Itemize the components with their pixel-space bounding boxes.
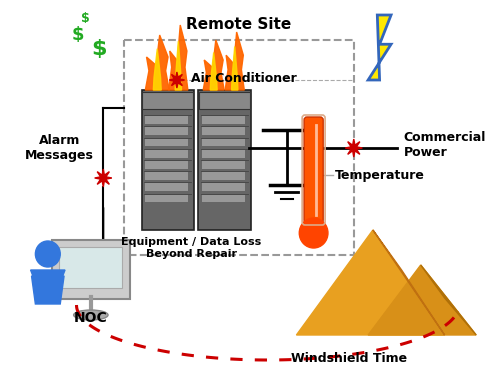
Text: Commercial
Power: Commercial Power [404, 131, 486, 159]
FancyBboxPatch shape [202, 127, 245, 135]
Circle shape [36, 241, 60, 267]
Polygon shape [169, 72, 184, 88]
Polygon shape [345, 139, 362, 157]
FancyBboxPatch shape [146, 139, 188, 146]
Polygon shape [32, 276, 64, 304]
Text: Alarm
Messages: Alarm Messages [25, 134, 94, 162]
FancyBboxPatch shape [304, 117, 323, 223]
Text: $: $ [72, 26, 84, 44]
Polygon shape [30, 270, 65, 280]
FancyBboxPatch shape [146, 127, 188, 135]
Polygon shape [296, 230, 444, 335]
FancyBboxPatch shape [202, 195, 245, 202]
FancyBboxPatch shape [198, 90, 250, 230]
FancyBboxPatch shape [199, 92, 250, 109]
FancyBboxPatch shape [146, 161, 188, 169]
Text: Temperature: Temperature [334, 169, 424, 182]
Polygon shape [94, 169, 112, 187]
FancyBboxPatch shape [146, 172, 188, 180]
FancyBboxPatch shape [202, 183, 245, 191]
Text: $: $ [91, 39, 106, 59]
Polygon shape [154, 49, 161, 90]
Polygon shape [146, 35, 169, 90]
Text: Equipment / Data Loss
Beyond Repair: Equipment / Data Loss Beyond Repair [121, 237, 262, 259]
Polygon shape [175, 41, 182, 90]
FancyBboxPatch shape [146, 195, 188, 202]
FancyBboxPatch shape [202, 116, 245, 124]
FancyBboxPatch shape [142, 92, 193, 109]
Text: Windshield Time: Windshield Time [291, 352, 407, 365]
Text: NOC: NOC [74, 311, 108, 325]
Polygon shape [368, 265, 476, 335]
Polygon shape [232, 46, 238, 90]
Polygon shape [368, 15, 391, 80]
Text: Remote Site: Remote Site [186, 17, 292, 32]
FancyBboxPatch shape [146, 183, 188, 191]
FancyBboxPatch shape [202, 172, 245, 180]
Polygon shape [373, 230, 444, 335]
FancyBboxPatch shape [202, 161, 245, 169]
FancyBboxPatch shape [202, 139, 245, 146]
Text: Air Conditioner: Air Conditioner [191, 71, 297, 84]
FancyBboxPatch shape [146, 116, 188, 124]
FancyBboxPatch shape [60, 247, 122, 288]
Bar [124, 40, 354, 255]
FancyBboxPatch shape [142, 90, 194, 230]
Ellipse shape [74, 310, 108, 320]
Polygon shape [225, 32, 244, 90]
Polygon shape [169, 25, 188, 90]
FancyBboxPatch shape [202, 150, 245, 157]
Polygon shape [203, 40, 224, 90]
Polygon shape [420, 265, 476, 335]
Polygon shape [210, 52, 217, 90]
FancyBboxPatch shape [146, 150, 188, 157]
FancyBboxPatch shape [52, 240, 130, 299]
Circle shape [300, 218, 328, 248]
Text: $: $ [82, 12, 90, 25]
